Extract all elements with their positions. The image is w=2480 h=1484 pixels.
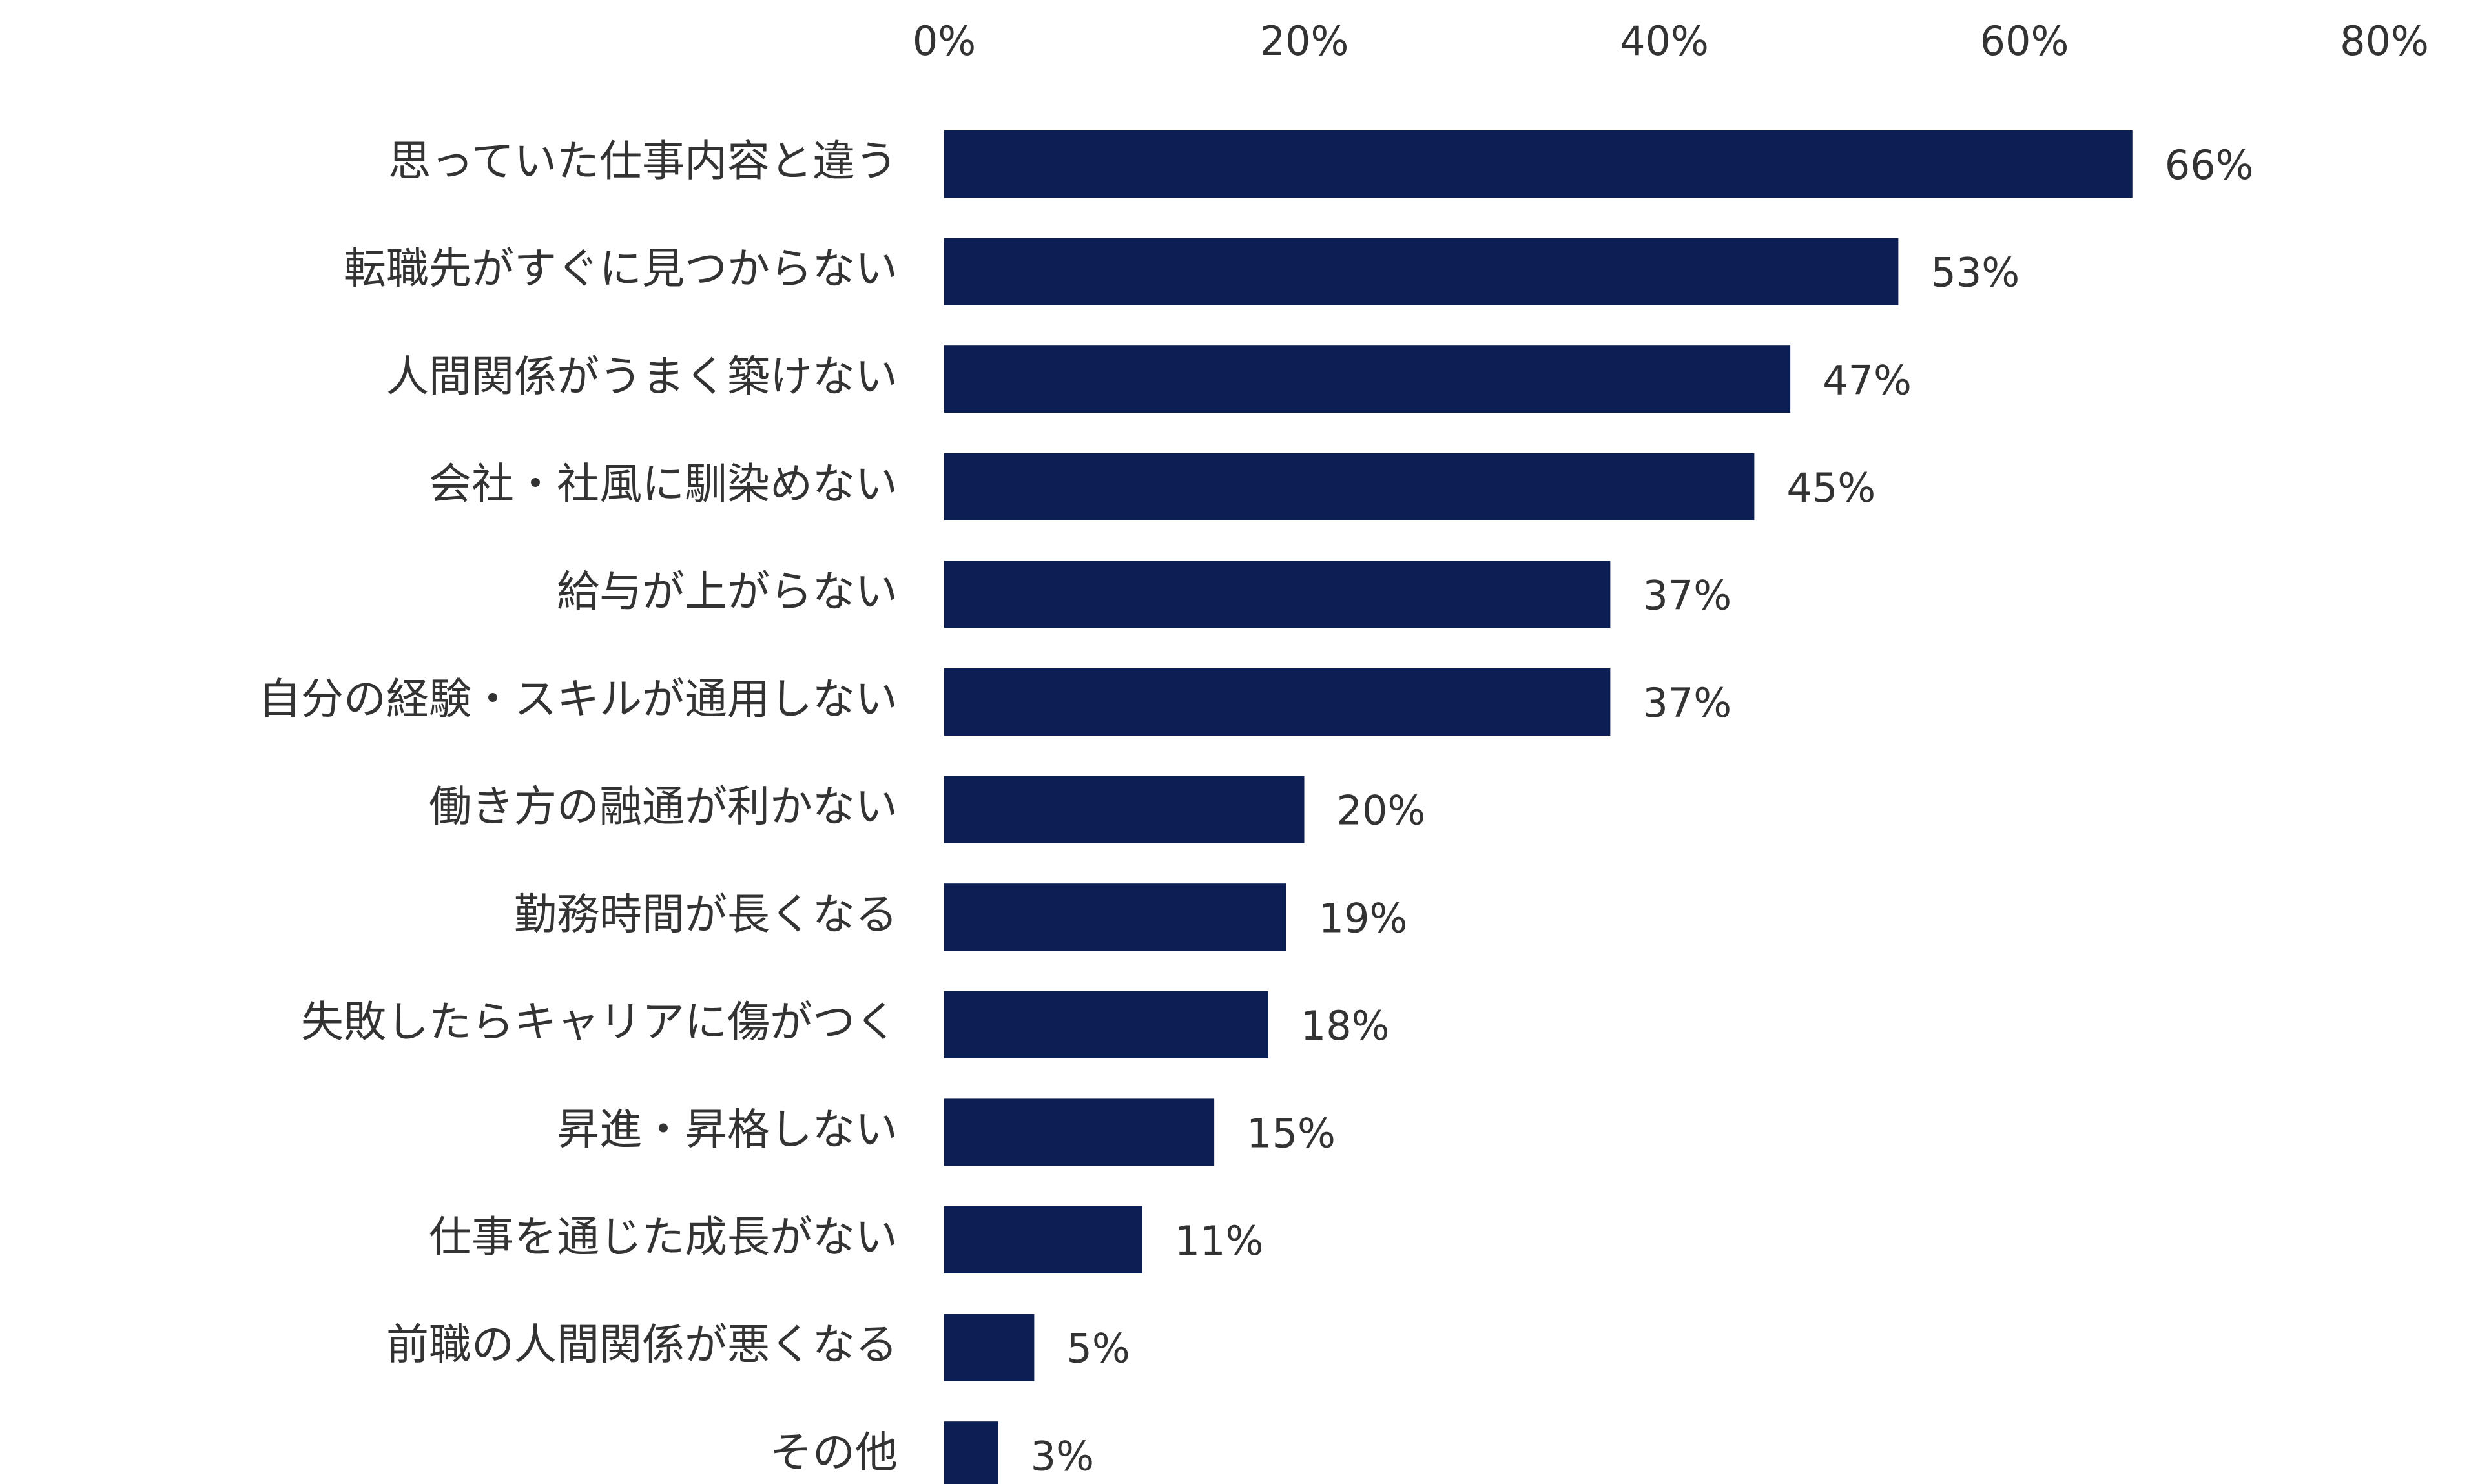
category-label: 仕事を通じた成長がない xyxy=(429,1212,898,1262)
data-label: 11% xyxy=(1175,1217,1264,1264)
bar xyxy=(944,130,2133,198)
category-label: 失敗したらキャリアに傷がつく xyxy=(301,997,898,1047)
category-label: 前職の人間関係が悪くなる xyxy=(386,1320,898,1370)
data-label: 47% xyxy=(1823,356,1912,404)
data-label: 20% xyxy=(1337,787,1426,834)
category-label: 給与が上がらない xyxy=(557,566,898,616)
x-tick-label: 20% xyxy=(1260,17,1349,65)
category-label: 会社・社風に馴染めない xyxy=(429,459,898,509)
bar xyxy=(944,238,1899,305)
data-label: 3% xyxy=(1031,1432,1094,1479)
bar xyxy=(944,883,1286,951)
category-label: 勤務時間が長くなる xyxy=(514,889,898,939)
category-label: 働き方の融通が利かない xyxy=(429,782,898,832)
bar xyxy=(944,1314,1035,1381)
data-label: 5% xyxy=(1066,1325,1130,1372)
data-label: 15% xyxy=(1246,1109,1336,1157)
category-label: 転職先がすぐに見つからない xyxy=(344,244,898,294)
category-label: 自分の経験・スキルが通用しない xyxy=(258,674,898,724)
data-label: 18% xyxy=(1301,1002,1390,1049)
bar xyxy=(944,453,1755,520)
x-tick-label: 80% xyxy=(2340,17,2429,65)
category-label: 昇進・昇格しない xyxy=(557,1104,898,1154)
category-label: 思っていた仕事内容と違う xyxy=(388,136,898,186)
data-label: 45% xyxy=(1786,464,1876,511)
x-tick-label: 0% xyxy=(913,17,976,65)
value-labels: 66% 53% 47% 45% 37% 37% 20% 19% 18% 15% 11% 5% 3% xyxy=(1031,141,2254,1479)
bar xyxy=(944,1206,1142,1273)
category-label: 人間関係がうまく築けない xyxy=(386,351,898,401)
category-labels: 思っていた仕事内容と違う転職先がすぐに見つからない人間関係がうまく築けない会社・… xyxy=(258,136,898,1477)
x-axis-ticks: 0% 20% 40% 60% 80% xyxy=(913,17,2429,65)
bar xyxy=(944,345,1791,413)
category-label: その他 xyxy=(770,1427,898,1477)
x-tick-label: 40% xyxy=(1620,17,1709,65)
bar xyxy=(944,1098,1215,1166)
data-label: 66% xyxy=(2165,141,2254,189)
bars xyxy=(944,130,2133,1484)
data-label: 37% xyxy=(1642,572,1731,619)
data-label: 53% xyxy=(1930,249,2020,296)
bar xyxy=(944,561,1611,628)
data-label: 37% xyxy=(1642,679,1731,727)
bar xyxy=(944,776,1305,843)
bar xyxy=(944,1421,998,1484)
bar xyxy=(944,991,1268,1058)
x-tick-label: 60% xyxy=(1980,17,2069,65)
data-label: 19% xyxy=(1319,894,1408,942)
bar xyxy=(944,668,1611,736)
